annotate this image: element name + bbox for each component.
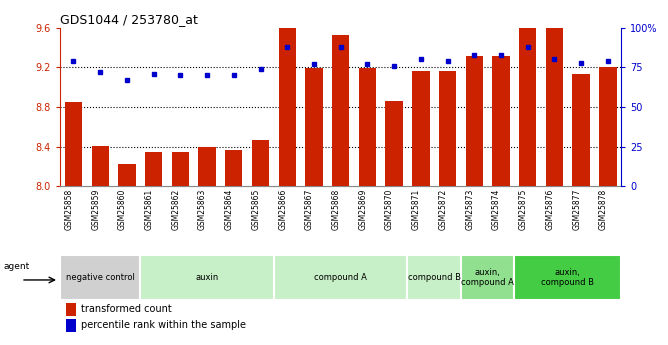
Text: auxin,
compound B: auxin, compound B <box>541 268 595 287</box>
Text: GSM25870: GSM25870 <box>385 188 394 230</box>
Text: GSM25860: GSM25860 <box>118 188 127 230</box>
Bar <box>65 303 76 316</box>
Bar <box>599 67 617 186</box>
Bar <box>65 319 76 332</box>
Text: GSM25874: GSM25874 <box>492 188 501 230</box>
Bar <box>546 28 563 186</box>
Bar <box>145 151 162 186</box>
Text: compound B: compound B <box>407 273 461 282</box>
Bar <box>65 102 82 186</box>
Text: GSM25877: GSM25877 <box>572 188 581 230</box>
Text: compound A: compound A <box>314 273 367 282</box>
Text: GSM25864: GSM25864 <box>225 188 234 230</box>
Bar <box>439 71 456 186</box>
Text: GSM25862: GSM25862 <box>172 188 180 230</box>
Bar <box>198 147 216 186</box>
Bar <box>305 68 323 186</box>
Bar <box>359 68 376 186</box>
Text: GSM25878: GSM25878 <box>599 188 608 230</box>
Bar <box>252 140 269 186</box>
Text: agent: agent <box>3 262 29 271</box>
Text: GSM25858: GSM25858 <box>65 188 73 230</box>
Bar <box>225 150 242 186</box>
Text: GSM25872: GSM25872 <box>439 188 448 230</box>
Bar <box>140 255 274 300</box>
Text: percentile rank within the sample: percentile rank within the sample <box>81 321 246 330</box>
Bar <box>385 101 403 186</box>
Text: auxin,
compound A: auxin, compound A <box>461 268 514 287</box>
Bar <box>172 151 189 186</box>
Bar <box>274 255 407 300</box>
Bar <box>514 255 621 300</box>
Bar <box>519 28 536 186</box>
Bar <box>407 255 461 300</box>
Text: GSM25868: GSM25868 <box>332 188 341 230</box>
Text: negative control: negative control <box>65 273 135 282</box>
Text: GSM25871: GSM25871 <box>412 188 421 230</box>
Text: GDS1044 / 253780_at: GDS1044 / 253780_at <box>60 13 198 27</box>
Bar <box>279 28 296 186</box>
Bar <box>466 56 483 186</box>
Bar <box>461 255 514 300</box>
Text: GSM25867: GSM25867 <box>305 188 314 230</box>
Text: GSM25863: GSM25863 <box>198 188 207 230</box>
Bar <box>60 255 140 300</box>
Text: auxin: auxin <box>196 273 218 282</box>
Text: GSM25859: GSM25859 <box>92 188 100 230</box>
Text: GSM25869: GSM25869 <box>359 188 367 230</box>
Bar <box>118 165 136 186</box>
Text: GSM25866: GSM25866 <box>279 188 287 230</box>
Bar <box>572 74 590 186</box>
Text: GSM25861: GSM25861 <box>145 188 154 230</box>
Bar <box>332 34 349 186</box>
Bar <box>492 56 510 186</box>
Text: GSM25876: GSM25876 <box>546 188 554 230</box>
Text: GSM25875: GSM25875 <box>519 188 528 230</box>
Bar <box>92 146 109 186</box>
Text: GSM25873: GSM25873 <box>466 188 474 230</box>
Text: GSM25865: GSM25865 <box>252 188 261 230</box>
Bar <box>412 71 430 186</box>
Text: transformed count: transformed count <box>81 304 172 314</box>
